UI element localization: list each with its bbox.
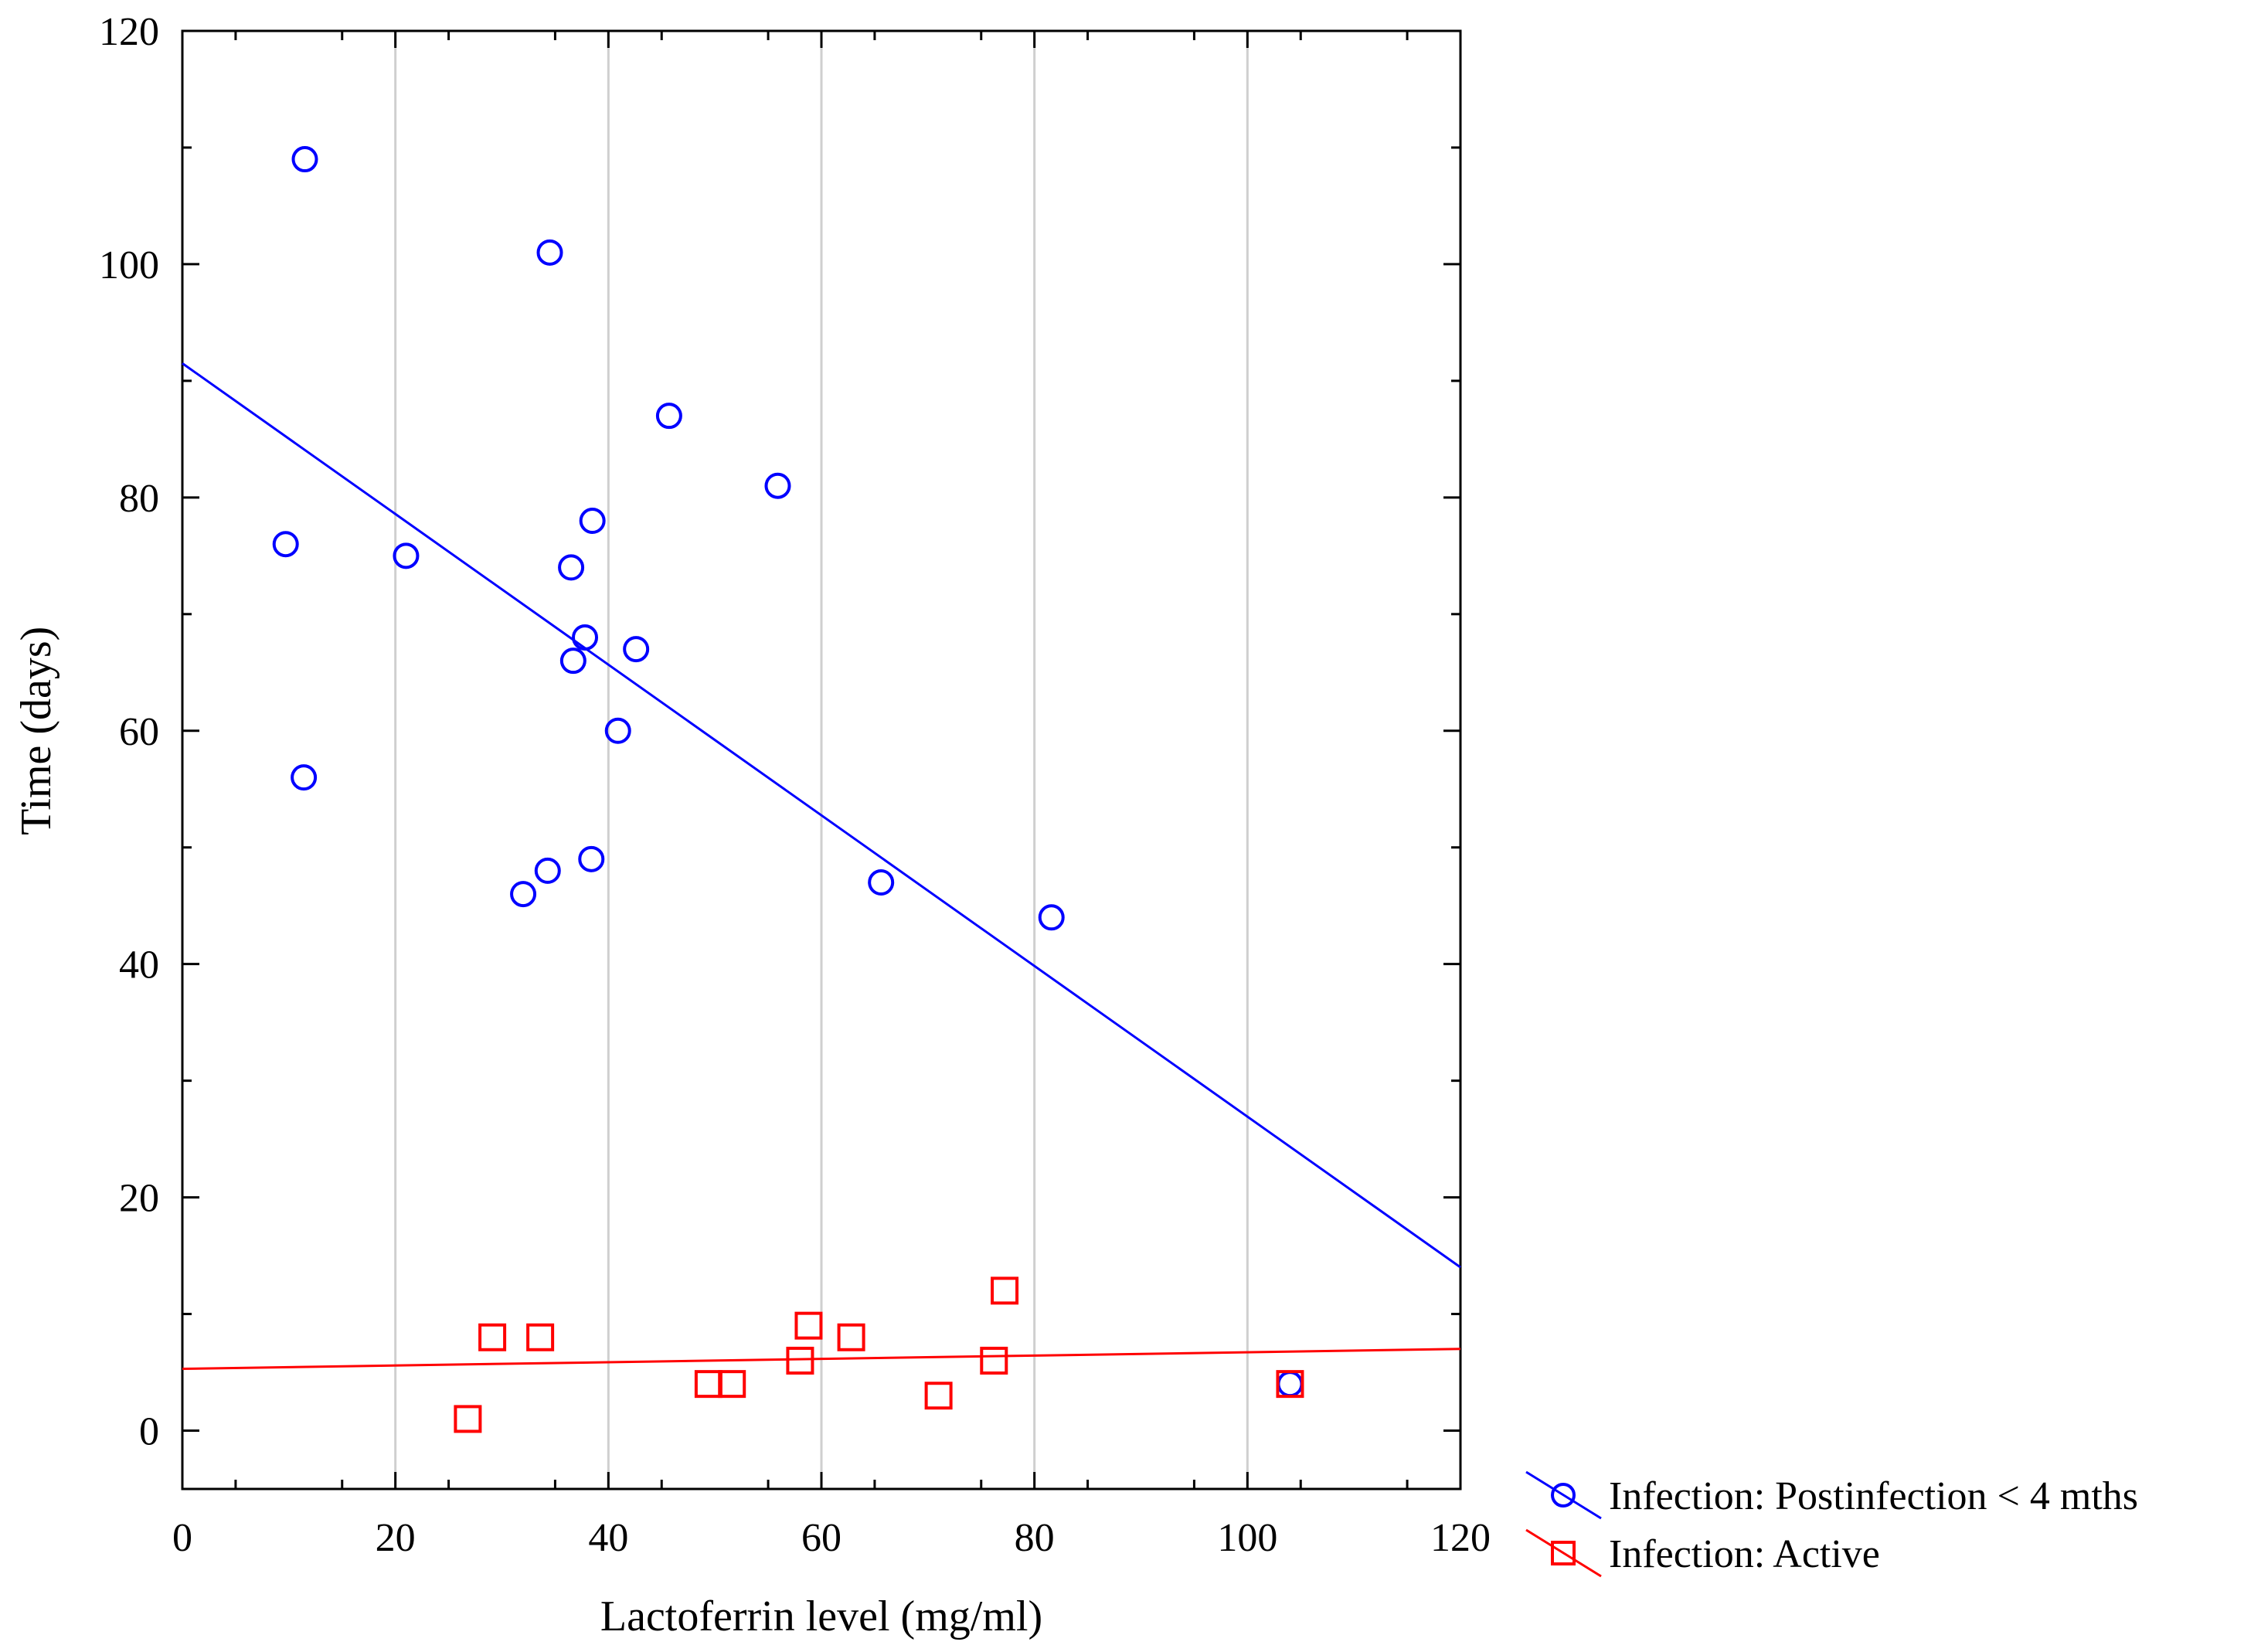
legend-entry-active: Infection: Active xyxy=(1525,1528,1880,1578)
data-point-postinfection xyxy=(272,531,299,558)
legend-label-postinfection: Infection: Postinfection < 4 mths xyxy=(1609,1474,2138,1518)
data-point-active xyxy=(478,1323,507,1351)
data-point-postinfection xyxy=(291,764,318,791)
legend: Infection: Postinfection < 4 mths Infect… xyxy=(1525,1470,2138,1578)
y-tick-label: 0 xyxy=(139,1410,159,1454)
data-point-postinfection xyxy=(536,239,563,266)
data-point-active xyxy=(694,1370,722,1399)
data-point-postinfection xyxy=(623,636,650,663)
fit-lines xyxy=(182,362,1461,1371)
data-point-postinfection xyxy=(579,508,606,535)
y-tick-label: 80 xyxy=(119,477,159,521)
data-point-postinfection xyxy=(578,845,605,872)
data-point-active xyxy=(980,1346,1008,1375)
data-point-postinfection xyxy=(534,857,561,884)
x-tick-label: 0 xyxy=(172,1516,192,1560)
x-tick-label: 40 xyxy=(588,1516,628,1560)
data-point-postinfection xyxy=(291,146,318,173)
data-point-postinfection xyxy=(1277,1371,1304,1398)
data-point-active xyxy=(718,1370,746,1399)
legend-marker-square xyxy=(1551,1541,1576,1565)
legend-marker-circle xyxy=(1551,1483,1576,1508)
data-point-postinfection xyxy=(868,869,895,896)
data-point-postinfection xyxy=(655,403,682,430)
data-point-active xyxy=(991,1276,1019,1305)
data-points xyxy=(272,146,1304,1433)
data-point-active xyxy=(837,1323,865,1351)
x-tick-label: 120 xyxy=(1430,1516,1491,1560)
y-tick-label: 60 xyxy=(119,710,159,754)
x-axis-title: Lactoferrin level (mg/ml) xyxy=(600,1593,1042,1640)
data-point-active xyxy=(924,1382,953,1410)
fit-line-active xyxy=(182,1348,1461,1371)
tick-labels: 0 20 40 60 80 100 120 0 20 40 60 80 100 120 xyxy=(99,10,1491,1560)
grid-lines xyxy=(394,31,1249,1489)
fit-line-postinfection xyxy=(182,362,1461,1269)
x-tick-label: 80 xyxy=(1015,1516,1055,1560)
data-point-active xyxy=(794,1311,823,1340)
data-point-postinfection xyxy=(1038,904,1065,931)
data-point-postinfection xyxy=(393,542,420,569)
axis-ticks xyxy=(181,29,1462,1489)
data-point-active xyxy=(526,1323,555,1351)
x-tick-label: 20 xyxy=(376,1516,416,1560)
legend-label-active: Infection: Active xyxy=(1609,1532,1880,1576)
y-tick-label: 40 xyxy=(119,943,159,987)
legend-line-active xyxy=(1525,1528,1602,1578)
y-tick-label: 20 xyxy=(119,1177,159,1221)
data-point-active xyxy=(786,1346,814,1375)
data-point-postinfection xyxy=(572,624,599,651)
legend-line-postinfection xyxy=(1525,1470,1602,1520)
data-point-postinfection xyxy=(558,554,585,581)
data-point-active xyxy=(1276,1370,1304,1399)
x-tick-label: 100 xyxy=(1217,1516,1277,1560)
x-tick-label: 60 xyxy=(801,1516,842,1560)
legend-entry-postinfection: Infection: Postinfection < 4 mths xyxy=(1525,1470,2138,1520)
data-point-postinfection xyxy=(604,717,631,744)
y-axis-title: Time (days) xyxy=(12,627,60,835)
data-point-postinfection xyxy=(510,881,537,908)
y-tick-label: 100 xyxy=(99,243,159,287)
data-point-postinfection xyxy=(559,648,586,675)
data-point-postinfection xyxy=(764,472,791,499)
data-point-active xyxy=(454,1405,482,1433)
y-tick-label: 120 xyxy=(99,10,159,54)
